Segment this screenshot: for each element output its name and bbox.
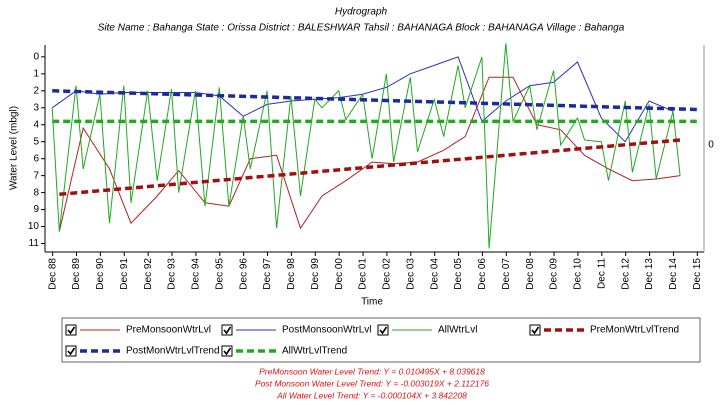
series-line bbox=[51, 43, 681, 249]
checkbox-check bbox=[67, 326, 76, 335]
y-tick-label: 5 bbox=[33, 136, 39, 147]
x-tick-label: Dec 14 bbox=[668, 258, 679, 290]
checkbox-check bbox=[223, 347, 232, 356]
right-label: 0 bbox=[708, 140, 714, 151]
checkbox-check bbox=[223, 326, 232, 335]
x-tick-label: Dec 97 bbox=[262, 258, 273, 290]
x-tick-label: Dec 96 bbox=[238, 258, 249, 290]
legend-label: PreMonWtrLvlTrend bbox=[590, 325, 679, 336]
x-tick-label: Dec 10 bbox=[573, 258, 584, 290]
x-tick-label: Dec 92 bbox=[143, 258, 154, 290]
legend-checkbox[interactable] bbox=[221, 324, 233, 336]
legend-label: PostMonsoonWtrLvl bbox=[282, 325, 371, 336]
y-tick-label: 4 bbox=[33, 119, 39, 130]
x-tick-label: Dec 98 bbox=[286, 258, 297, 290]
x-tick-label: Dec 11 bbox=[596, 258, 607, 289]
y-tick-label: 0 bbox=[33, 52, 39, 63]
y-axis-label: Water Level (mbgl) bbox=[9, 106, 20, 190]
x-tick-label: Dec 08 bbox=[525, 258, 536, 290]
trend-line bbox=[59, 138, 681, 197]
y-tick-label: 10 bbox=[28, 221, 40, 232]
y-tick-label: 6 bbox=[33, 153, 39, 164]
legend-label: PreMonsoonWtrLvl bbox=[126, 325, 211, 336]
y-tick-label: 2 bbox=[33, 85, 39, 96]
y-tick-label: 11 bbox=[29, 238, 40, 249]
x-tick-label: Dec 01 bbox=[358, 258, 369, 290]
checkbox-check bbox=[531, 326, 540, 335]
trend-equation: Post Monsoon Water Level Trend: Y = -0.0… bbox=[255, 378, 489, 388]
x-tick-label: Dec 94 bbox=[191, 258, 202, 290]
legend-label: AllWtrLvl bbox=[438, 325, 477, 336]
trend-equation: PreMonsoon Water Level Trend: Y = 0.0104… bbox=[259, 366, 485, 376]
series-line bbox=[58, 76, 681, 232]
x-tick-label: Dec 02 bbox=[382, 258, 393, 290]
chart-title: Hydrograph bbox=[335, 7, 388, 18]
chart-subtitle: Site Name : Bahanga State : Orissa Distr… bbox=[98, 23, 625, 34]
x-tick-label: Dec 04 bbox=[429, 258, 440, 290]
x-tick-label: Dec 12 bbox=[620, 258, 631, 290]
x-tick-label: Dec 13 bbox=[644, 258, 655, 290]
x-tick-label: Dec 15 bbox=[692, 258, 703, 290]
x-tick-label: Dec 88 bbox=[47, 258, 58, 290]
x-tick-label: Dec 89 bbox=[71, 258, 82, 290]
x-axis-label: Time bbox=[361, 297, 383, 308]
x-tick-label: Dec 07 bbox=[501, 258, 512, 290]
checkbox-check bbox=[379, 326, 388, 335]
legend-checkbox[interactable] bbox=[65, 345, 77, 357]
x-tick-label: Dec 95 bbox=[214, 258, 225, 290]
legend-label: AllWtrLvlTrend bbox=[282, 346, 347, 357]
x-tick-label: Dec 90 bbox=[95, 258, 106, 290]
x-tick-label: Dec 06 bbox=[477, 258, 488, 290]
trend-line bbox=[52, 89, 697, 112]
x-tick-label: Dec 91 bbox=[119, 258, 130, 290]
x-tick-label: Dec 05 bbox=[453, 258, 464, 290]
y-tick-label: 3 bbox=[33, 102, 39, 113]
y-tick-label: 1 bbox=[33, 68, 39, 79]
checkbox-check bbox=[67, 347, 76, 356]
legend-checkbox[interactable] bbox=[529, 324, 541, 336]
y-tick-label: 8 bbox=[33, 187, 39, 198]
legend-checkbox[interactable] bbox=[377, 324, 389, 336]
legend-label: PostMonWtrLvlTrend bbox=[126, 346, 220, 357]
y-tick-label: 9 bbox=[33, 204, 39, 215]
legend-checkbox[interactable] bbox=[221, 345, 233, 357]
y-tick-label: 7 bbox=[33, 170, 39, 181]
x-tick-label: Dec 93 bbox=[167, 258, 178, 290]
legend-checkbox[interactable] bbox=[65, 324, 77, 336]
x-tick-label: Dec 00 bbox=[334, 258, 345, 290]
x-tick-label: Dec 99 bbox=[310, 258, 321, 290]
x-tick-label: Dec 03 bbox=[405, 258, 416, 290]
x-tick-label: Dec 09 bbox=[549, 258, 560, 290]
trend-equation: All Water Level Trend: Y = -0.000104X + … bbox=[276, 390, 467, 400]
